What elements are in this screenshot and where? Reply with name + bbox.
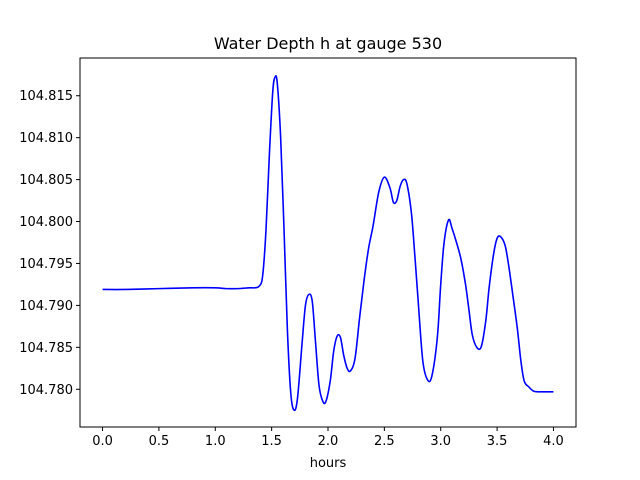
y-tick-label: 104.815: [19, 89, 73, 104]
x-tick-label: 1.0: [205, 434, 226, 449]
y-tick-label: 104.810: [19, 131, 73, 146]
plot-frame: [79, 57, 577, 428]
x-axis-label: hours: [310, 456, 347, 471]
plot-area: [80, 58, 576, 427]
x-tick-label: 3.0: [430, 434, 451, 449]
chart-title: Water Depth h at gauge 530: [214, 34, 442, 53]
x-tick-label: 2.5: [374, 434, 395, 449]
x-tick-label: 0.5: [149, 434, 170, 449]
y-tick-label: 104.780: [19, 383, 73, 398]
x-tick-label: 4.0: [543, 434, 564, 449]
y-tick-label: 104.800: [19, 215, 73, 230]
data-layer: [102, 75, 554, 412]
x-tick-label: 3.5: [487, 434, 508, 449]
x-tick-label: 0.0: [92, 434, 113, 449]
y-tick-label: 104.795: [19, 257, 73, 272]
y-tick-label: 104.785: [19, 341, 73, 356]
x-tick-label: 1.5: [261, 434, 282, 449]
y-axis: 104.780 104.785 104.790 104.795 104.800 104.8…: [19, 89, 80, 398]
y-tick-label: 104.790: [19, 299, 73, 314]
series-line-0: [102, 75, 554, 412]
x-axis: 0.0 0.5 1.0 1.5 2.0 2.5 3.0 3.5 4.0: [92, 427, 564, 449]
x-tick-label: 2.0: [318, 434, 339, 449]
y-tick-label: 104.805: [19, 173, 73, 188]
